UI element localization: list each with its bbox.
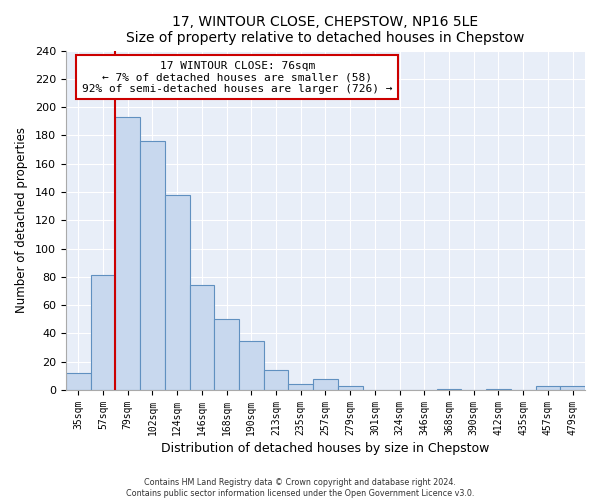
Bar <box>313 379 338 390</box>
Bar <box>66 373 91 390</box>
Bar <box>239 340 263 390</box>
Bar <box>486 388 511 390</box>
Bar <box>437 388 461 390</box>
Title: 17, WINTOUR CLOSE, CHEPSTOW, NP16 5LE
Size of property relative to detached hous: 17, WINTOUR CLOSE, CHEPSTOW, NP16 5LE Si… <box>126 15 524 45</box>
Bar <box>289 384 313 390</box>
Y-axis label: Number of detached properties: Number of detached properties <box>15 128 28 314</box>
Bar <box>165 195 190 390</box>
Bar <box>560 386 585 390</box>
Bar <box>115 117 140 390</box>
Bar <box>91 276 115 390</box>
Text: Contains HM Land Registry data © Crown copyright and database right 2024.
Contai: Contains HM Land Registry data © Crown c… <box>126 478 474 498</box>
X-axis label: Distribution of detached houses by size in Chepstow: Distribution of detached houses by size … <box>161 442 490 455</box>
Bar <box>214 320 239 390</box>
Bar <box>140 141 165 390</box>
Text: 17 WINTOUR CLOSE: 76sqm
← 7% of detached houses are smaller (58)
92% of semi-det: 17 WINTOUR CLOSE: 76sqm ← 7% of detached… <box>82 60 392 94</box>
Bar <box>338 386 362 390</box>
Bar <box>536 386 560 390</box>
Bar <box>190 286 214 390</box>
Bar <box>263 370 289 390</box>
